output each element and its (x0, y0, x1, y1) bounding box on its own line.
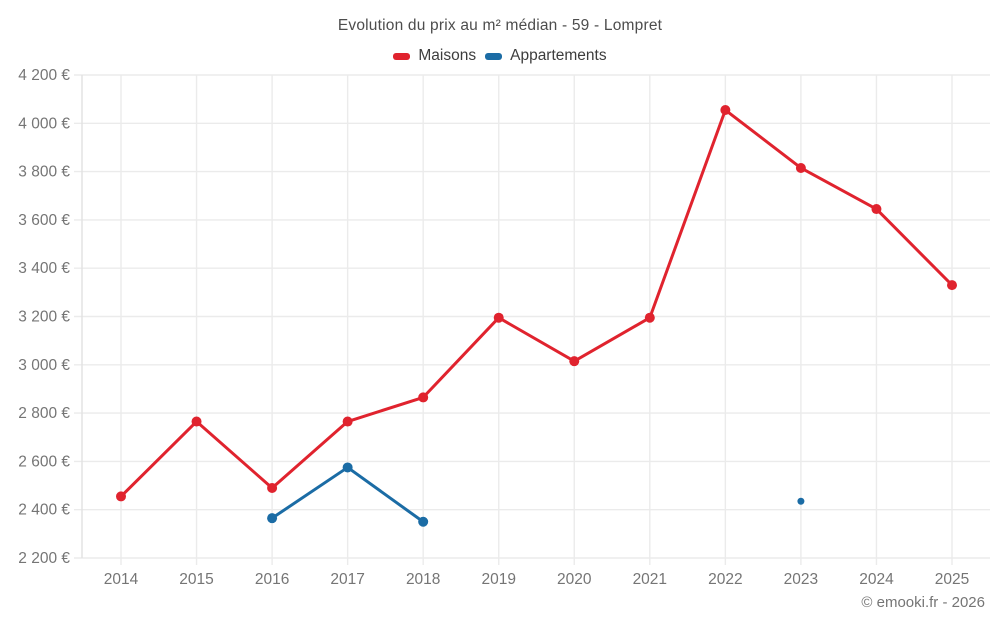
x-tick-label: 2018 (406, 571, 440, 588)
data-point-maisons (493, 312, 504, 323)
y-tick-label: 3 000 € (18, 357, 70, 374)
y-tick-label: 4 000 € (18, 115, 70, 132)
data-point-maisons (191, 416, 202, 427)
data-point-appartements (797, 497, 805, 505)
x-tick-label: 2024 (859, 571, 894, 588)
data-point-maisons (342, 416, 353, 427)
legend-label: Appartements (510, 47, 607, 64)
x-tick-label: 2015 (179, 571, 213, 588)
x-tick-label: 2022 (708, 571, 742, 588)
legend-swatch-appartements (485, 52, 503, 60)
x-tick-label: 2025 (935, 571, 969, 588)
y-tick-label: 3 600 € (18, 212, 70, 229)
data-point-maisons (116, 491, 126, 502)
y-tick-label: 3 800 € (18, 164, 70, 181)
x-tick-label: 2023 (784, 571, 818, 588)
data-point-maisons (871, 204, 882, 215)
y-tick-label: 2 400 € (18, 502, 70, 519)
legend-swatch-maisons (393, 52, 411, 60)
copyright-credit: © emooki.fr - 2026 (861, 594, 985, 611)
y-tick-label: 2 200 € (18, 550, 70, 567)
legend-item-appartements[interactable]: Appartements (485, 47, 607, 65)
data-point-maisons (720, 105, 731, 116)
data-point-appartements (342, 462, 353, 473)
legend-label: Maisons (418, 47, 477, 64)
x-tick-label: 2017 (330, 571, 364, 588)
data-point-maisons (569, 356, 580, 367)
chart-legend: Maisons Appartements (0, 45, 1000, 67)
legend-item-maisons[interactable]: Maisons (393, 47, 476, 65)
y-tick-label: 3 400 € (18, 260, 70, 277)
x-tick-label: 2019 (481, 571, 515, 588)
data-point-appartements (267, 513, 278, 524)
data-point-maisons (267, 482, 278, 493)
x-tick-label: 2021 (633, 571, 667, 588)
y-tick-label: 2 800 € (18, 405, 70, 422)
y-tick-label: 3 200 € (18, 309, 70, 326)
x-tick-label: 2020 (557, 571, 592, 588)
data-point-maisons (418, 392, 429, 403)
data-point-maisons (947, 280, 957, 291)
chart-title: Evolution du prix au m² médian - 59 - Lo… (337, 17, 663, 34)
x-tick-label: 2016 (255, 571, 289, 588)
data-point-appartements (418, 516, 429, 527)
series-line-maisons (119, 108, 954, 498)
x-tick-label: 2014 (104, 571, 139, 588)
y-tick-label: 4 200 € (18, 67, 70, 84)
data-point-maisons (644, 312, 655, 323)
data-point-maisons (795, 162, 806, 173)
y-tick-label: 2 600 € (18, 453, 70, 470)
